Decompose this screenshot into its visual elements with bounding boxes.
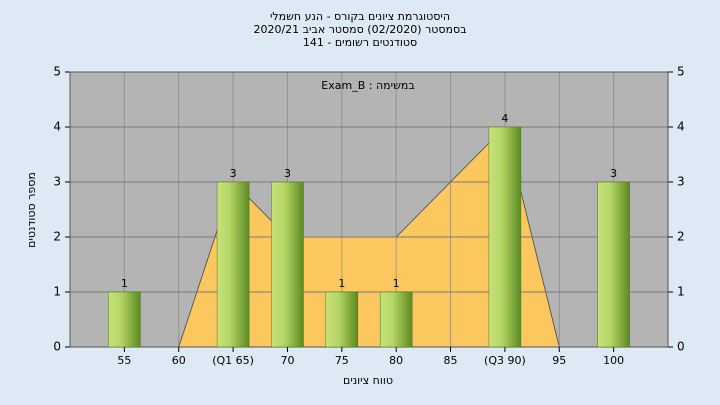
x-tick-label: 60	[172, 354, 186, 367]
bar	[108, 291, 141, 348]
y2-tick-label: 4	[677, 120, 685, 134]
y2-tick-label: 0	[677, 340, 685, 354]
y-axis-label: מספר סטודנטים	[25, 172, 38, 248]
bar	[488, 126, 522, 348]
y-tick-label: 3	[53, 175, 61, 189]
y2-tick-label: 1	[677, 285, 685, 299]
x-axis-label: טווח ציונים	[343, 374, 393, 387]
y-tick-label: 4	[53, 120, 61, 134]
chart-title: היסטוגרמת ציונים בקורס - הנע חשמלי	[270, 10, 450, 23]
bar	[271, 181, 304, 348]
y-tick-label: 2	[53, 230, 61, 244]
data-label: 3	[610, 167, 617, 180]
y2-tick-label: 3	[677, 175, 685, 189]
y-tick-label: 0	[53, 340, 61, 354]
x-tick-label: 55	[117, 354, 131, 367]
bar	[325, 291, 359, 348]
y2-tick-label: 2	[677, 230, 685, 244]
x-tick-label: (Q1 65)	[212, 354, 254, 367]
bar	[379, 291, 413, 348]
data-label: 1	[121, 277, 128, 290]
data-label: 3	[230, 167, 237, 180]
chart-subtitle: סטודנטים רשומים - 141	[303, 36, 417, 49]
data-label: 4	[501, 112, 508, 125]
x-tick-label: (Q3 90)	[484, 354, 526, 367]
data-label: 3	[284, 167, 291, 180]
x-tick-label: 100	[603, 354, 624, 367]
x-tick-label: 85	[444, 354, 458, 367]
x-tick-label: 75	[335, 354, 349, 367]
plot-border	[69, 71, 669, 348]
data-label: 1	[338, 277, 345, 290]
annotation: במשימה : Exam_B	[321, 79, 414, 92]
bar	[216, 181, 250, 348]
chart-subtitle: בסמסטר (02/2020) סמסטר אביב 2020/21	[253, 23, 466, 36]
x-tick-label: 95	[552, 354, 566, 367]
y-tick-label: 5	[53, 65, 61, 79]
data-label: 1	[393, 277, 400, 290]
bar	[597, 181, 630, 348]
y-tick-label: 1	[53, 285, 61, 299]
x-tick-label: 70	[280, 354, 294, 367]
x-tick-label: 80	[389, 354, 403, 367]
y2-tick-label: 5	[677, 65, 685, 79]
